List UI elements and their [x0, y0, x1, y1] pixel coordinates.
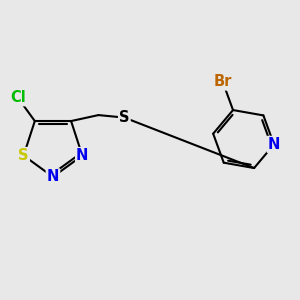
- Text: S: S: [18, 148, 29, 163]
- Text: N: N: [76, 148, 88, 163]
- Text: N: N: [47, 169, 59, 184]
- Text: S: S: [119, 110, 130, 125]
- Text: N: N: [268, 137, 280, 152]
- Text: Br: Br: [214, 74, 232, 89]
- Text: Cl: Cl: [10, 90, 26, 105]
